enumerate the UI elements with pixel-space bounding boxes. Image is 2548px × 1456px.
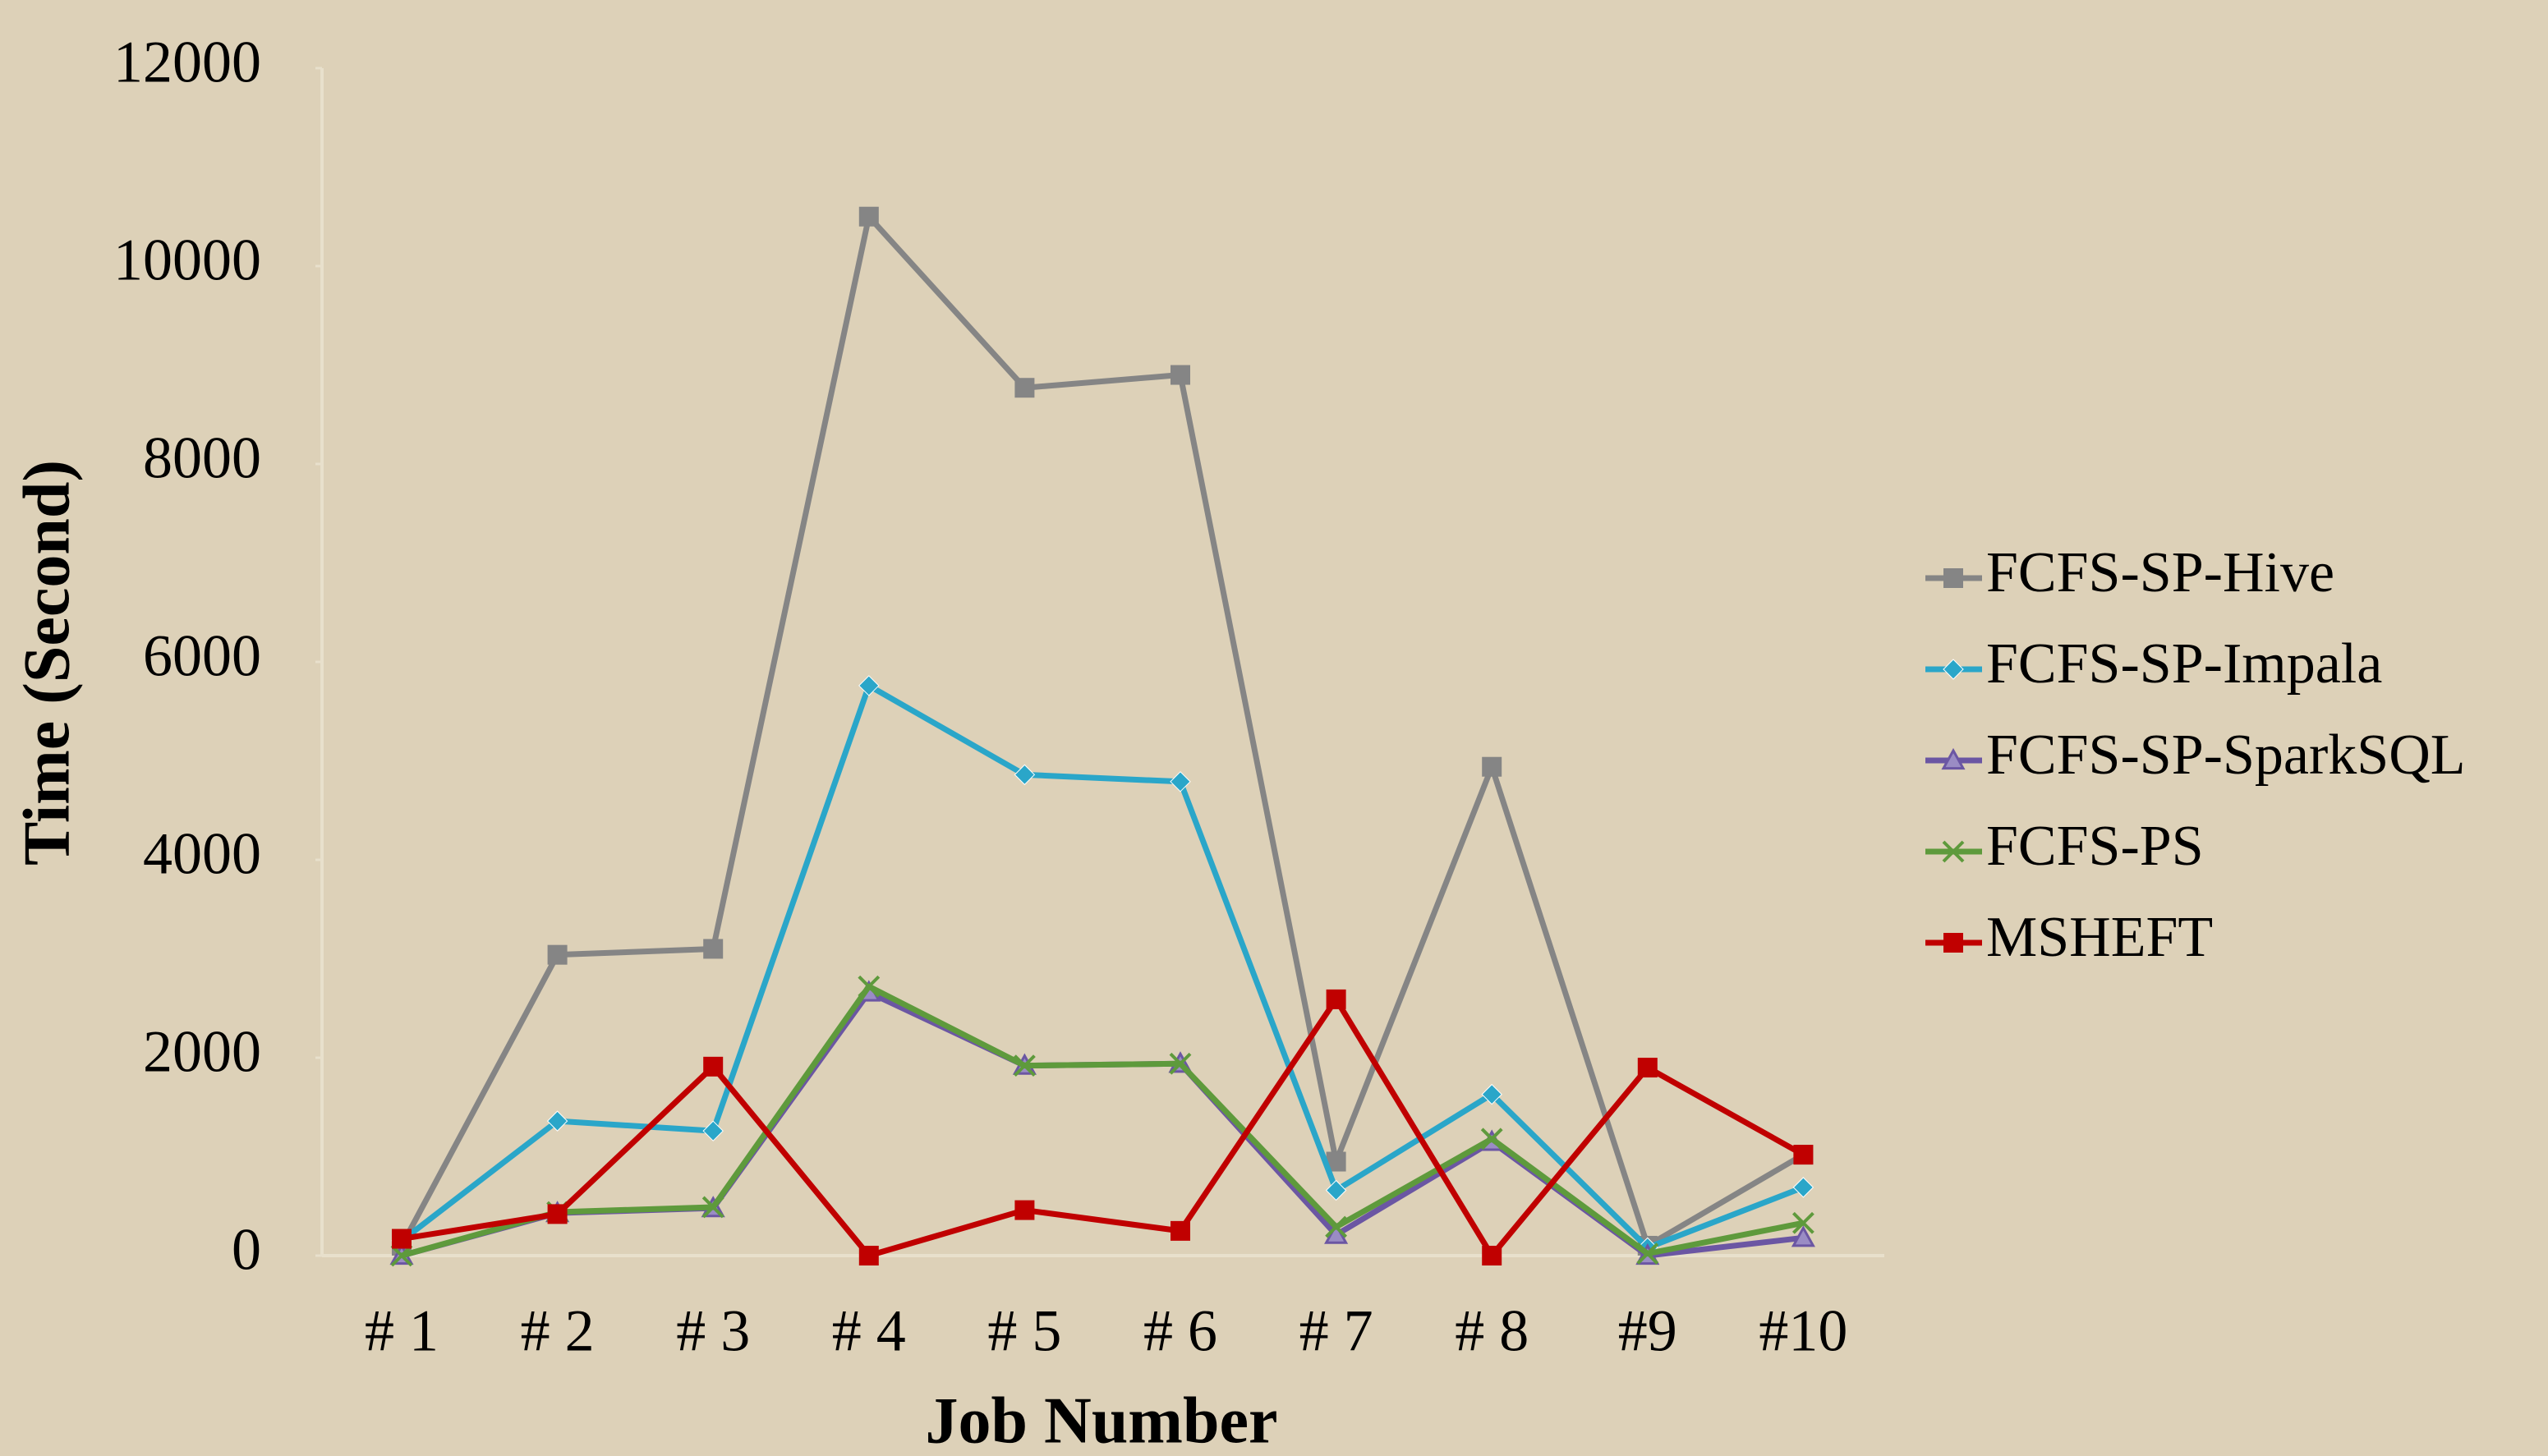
point <box>1481 1083 1502 1105</box>
x-tick-label: # 8 <box>1455 1298 1529 1364</box>
point <box>858 975 881 998</box>
point <box>547 1204 568 1224</box>
point <box>1482 756 1502 777</box>
series-line <box>401 996 1805 1259</box>
point <box>1325 1179 1347 1201</box>
point <box>1014 378 1035 398</box>
point <box>1636 1242 1659 1265</box>
x-tick-label: # 4 <box>832 1298 906 1364</box>
point <box>1171 365 1190 385</box>
x-tick-label: # 3 <box>676 1298 750 1364</box>
point <box>1791 1225 1815 1247</box>
point <box>702 1120 724 1141</box>
y-axis-title: Time (Second) <box>11 460 83 866</box>
y-tick-label: 6000 <box>143 623 261 689</box>
series-line <box>401 983 1805 1259</box>
point <box>858 206 879 227</box>
point <box>1013 1054 1036 1077</box>
point <box>546 1110 568 1132</box>
point <box>1169 1052 1192 1075</box>
point <box>1482 1246 1502 1265</box>
series-line <box>398 214 1805 1249</box>
point <box>1637 1058 1658 1078</box>
y-tick-label: 8000 <box>143 425 261 491</box>
point <box>703 939 724 959</box>
y-tick-label: 10000 <box>113 227 261 293</box>
y-tick-label: 12000 <box>113 30 261 95</box>
legend-label: FCFS-SP-Impala <box>1986 632 2382 696</box>
point <box>1326 989 1346 1009</box>
point <box>858 1246 879 1265</box>
legend-label: FCFS-SP-SparkSQL <box>1986 723 2466 787</box>
point <box>701 1196 724 1219</box>
legend-label: MSHEFT <box>1986 906 2213 969</box>
point <box>1793 1145 1814 1165</box>
legend-marker <box>1943 568 1963 588</box>
x-axis-title: Job Number <box>926 1385 1278 1456</box>
legend-marker <box>1941 747 1966 770</box>
x-tick-label: # 1 <box>365 1298 439 1364</box>
legend-label: FCFS-PS <box>1986 815 2204 878</box>
series-line <box>399 682 1805 1251</box>
point <box>858 675 880 696</box>
legend-label: FCFS-SP-Hive <box>1986 541 2334 604</box>
point <box>547 944 568 965</box>
x-tick-label: #9 <box>1618 1298 1677 1364</box>
point <box>1325 1215 1348 1238</box>
x-tick-label: # 6 <box>1143 1298 1217 1364</box>
x-tick-label: #10 <box>1759 1298 1847 1364</box>
x-tick-label: # 5 <box>987 1298 1061 1364</box>
y-tick-label: 4000 <box>143 821 261 887</box>
point <box>390 1244 413 1267</box>
point <box>703 1056 724 1077</box>
legend-marker <box>1942 840 1965 863</box>
y-tick-label: 0 <box>232 1217 261 1283</box>
x-tick-label: # 7 <box>1299 1298 1373 1364</box>
legend-marker <box>1943 659 1964 680</box>
point <box>1170 771 1191 792</box>
point <box>392 1229 412 1249</box>
point <box>1014 764 1036 786</box>
legend-marker <box>1943 933 1963 953</box>
point <box>1014 1200 1035 1220</box>
y-tick-label: 2000 <box>143 1019 261 1085</box>
x-tick-label: # 2 <box>521 1298 595 1364</box>
point <box>1791 1211 1814 1234</box>
point <box>1480 1128 1503 1151</box>
point <box>1792 1177 1814 1198</box>
point <box>1171 1220 1190 1241</box>
